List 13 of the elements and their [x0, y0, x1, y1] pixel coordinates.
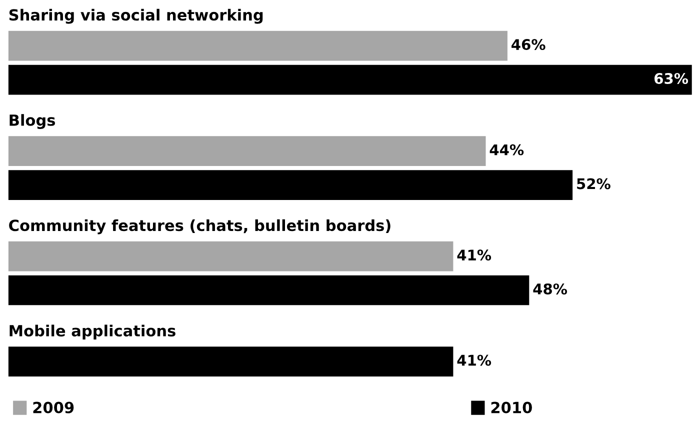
legend-label: 2010: [491, 402, 532, 414]
data-label: 44%: [490, 144, 524, 156]
data-label: 46%: [512, 39, 546, 50]
legend-label: 2009: [33, 402, 74, 414]
data-label: 41%: [457, 250, 492, 261]
data-label: 52%: [577, 178, 610, 190]
data-label: 63%: [654, 72, 688, 84]
y-tick-label: Community features (chats, bulletin boards): [9, 219, 390, 234]
y-tick-label: Mobile applications: [10, 324, 176, 340]
data-label: 48%: [533, 283, 568, 294]
data-label: 41%: [457, 354, 492, 366]
y-tick-label: Sharing via social networking: [9, 8, 263, 24]
y-tick-label: Blogs: [10, 114, 56, 129]
